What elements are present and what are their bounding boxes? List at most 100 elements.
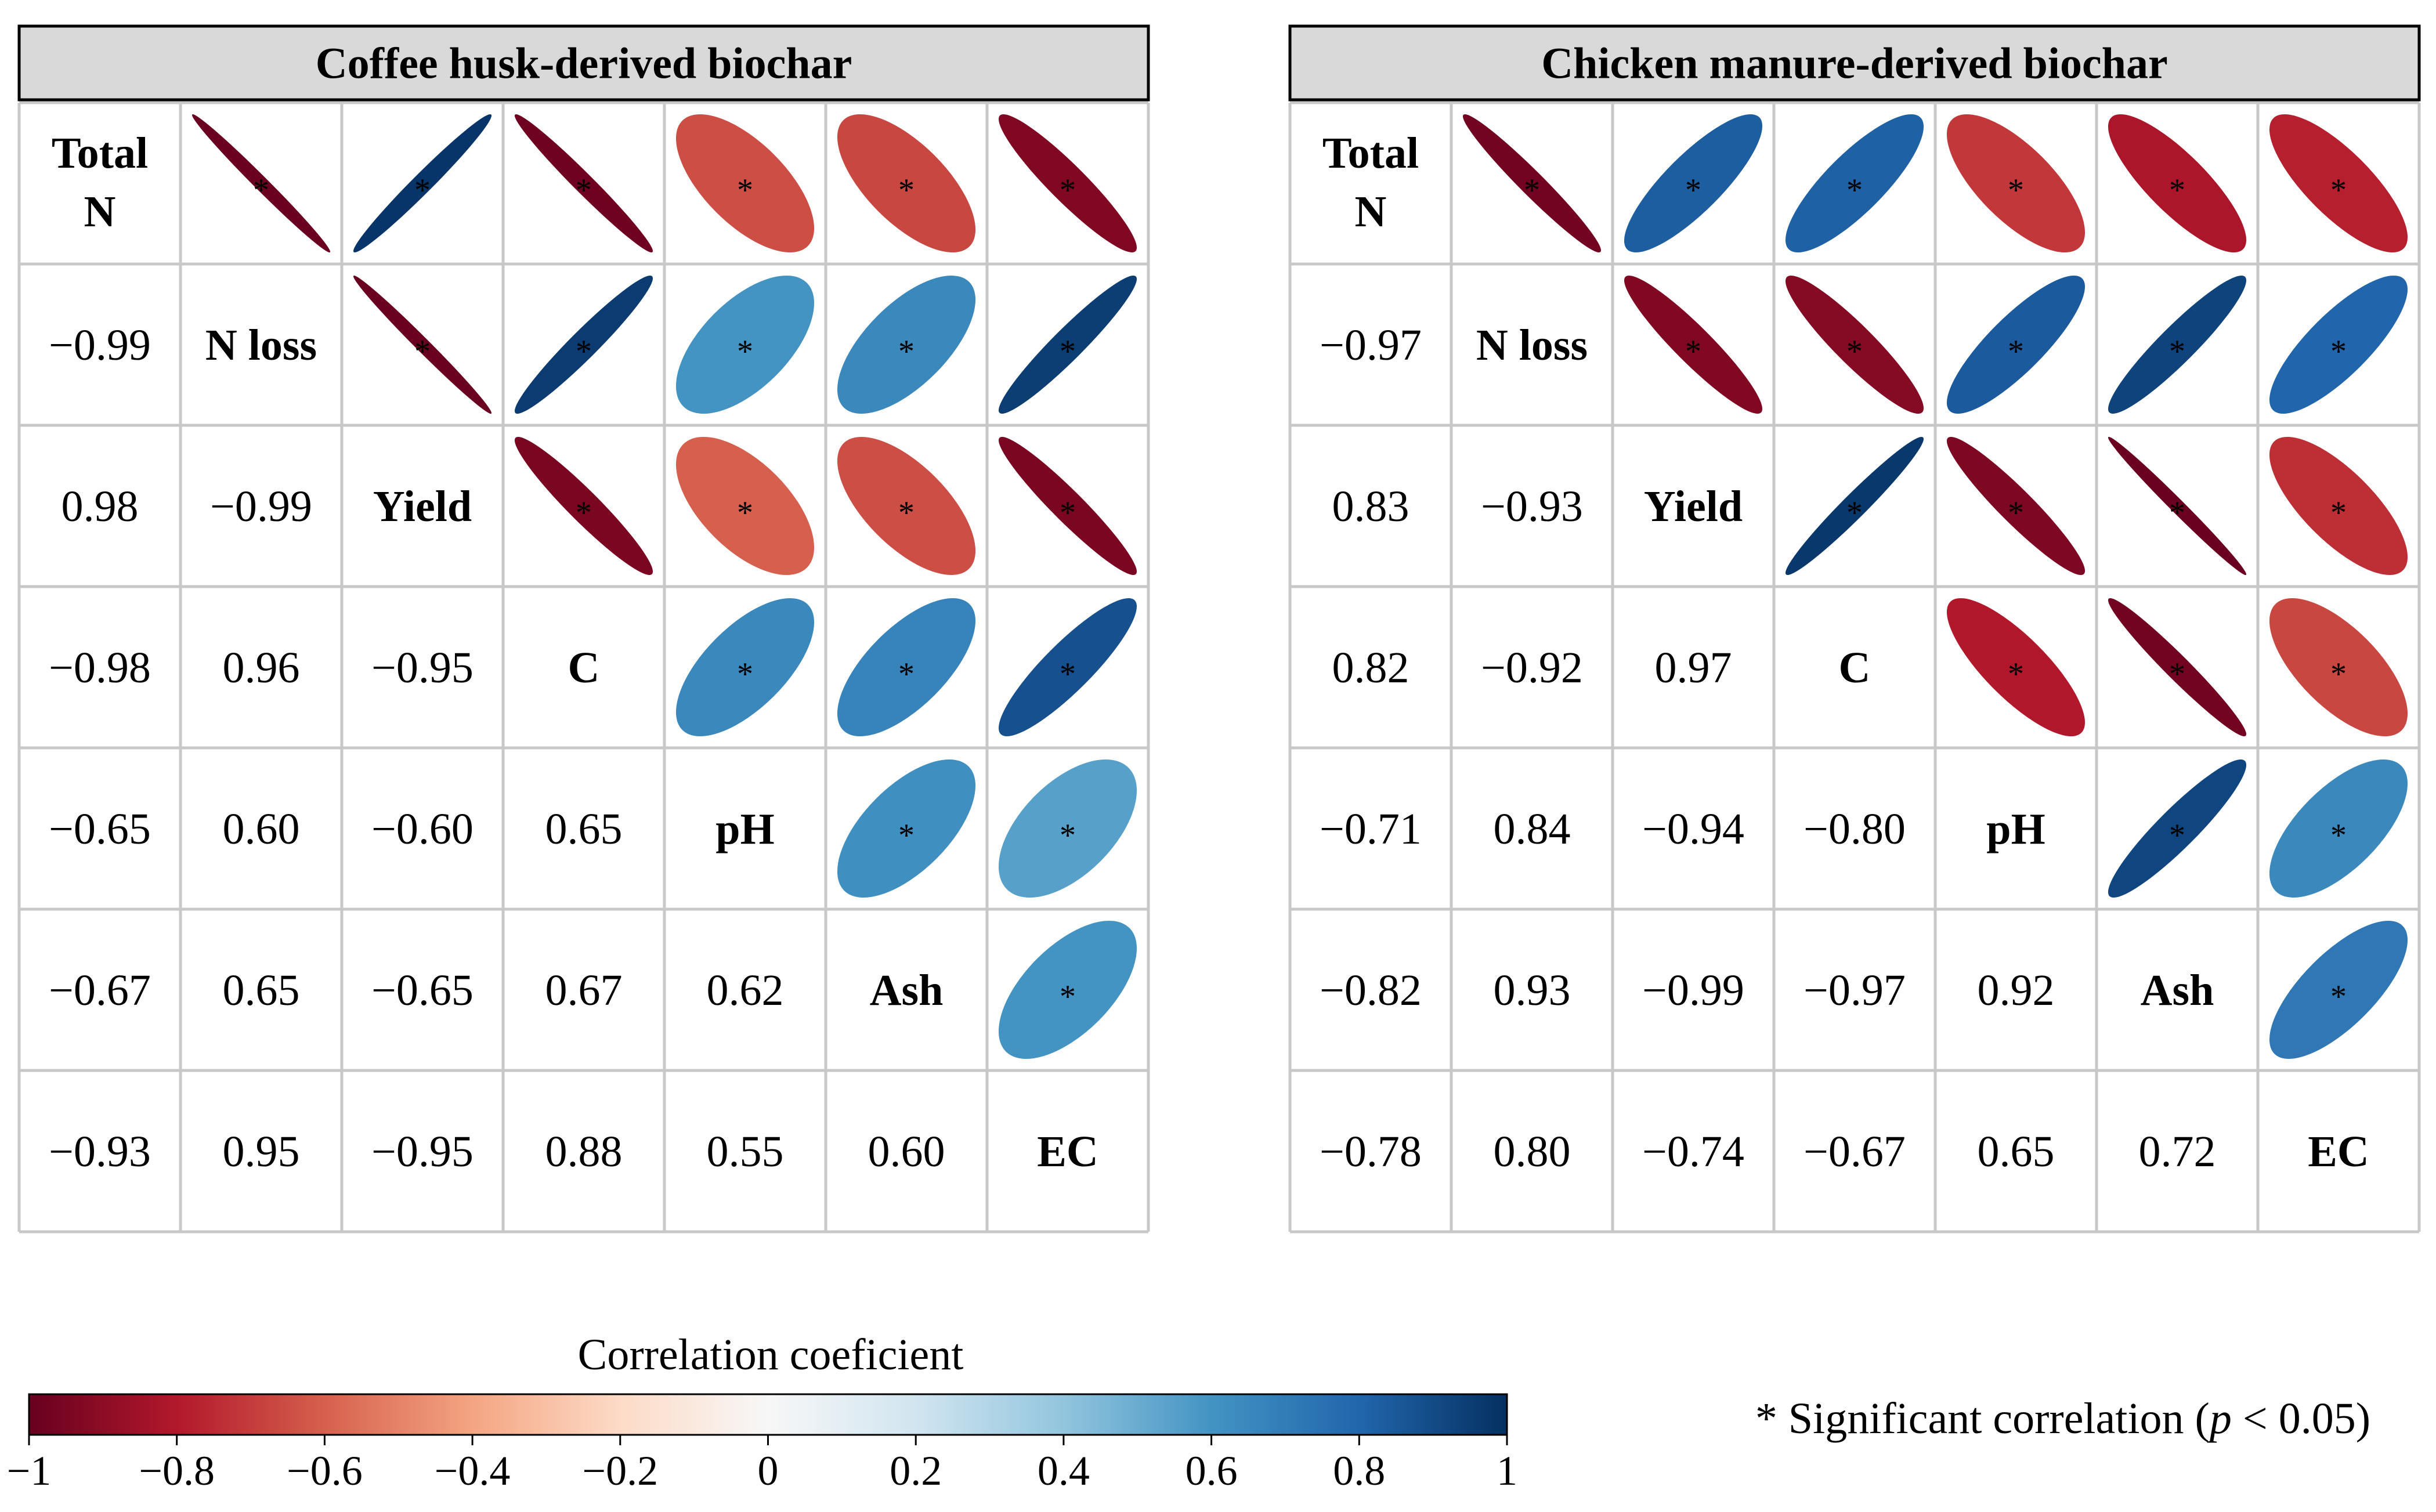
correlation-value: −0.93 xyxy=(49,1127,151,1176)
correlation-value: 0.62 xyxy=(707,966,784,1015)
correlation-ellipse xyxy=(837,759,976,898)
correlation-ellipse xyxy=(1785,114,1924,253)
variable-label: EC xyxy=(1037,1127,1098,1176)
legend-ticks: −1 −0.8 −0.6 −0.4 −0.2 0 0.2 0.4 0.6 0.8 1 xyxy=(7,1435,1517,1494)
correlation-value: 0.72 xyxy=(2139,1127,2216,1176)
significance-star: * xyxy=(2008,495,2024,531)
correlation-ellipse xyxy=(353,114,492,253)
correlation-value: −0.60 xyxy=(371,805,474,853)
note-p-symbol: p xyxy=(2207,1394,2232,1443)
significance-star: * xyxy=(898,334,915,370)
legend-tick-label: −0.6 xyxy=(287,1448,363,1494)
correlation-ellipse xyxy=(2269,920,2408,1059)
significance-star: * xyxy=(1685,172,1701,208)
significance-star: * xyxy=(253,172,269,208)
significance-star: * xyxy=(898,495,915,531)
significance-star: * xyxy=(737,172,753,208)
significance-note: * Significant correlation (p < 0.05) xyxy=(1755,1394,2370,1443)
correlation-value: −0.95 xyxy=(371,643,474,692)
significance-star: * xyxy=(2008,656,2024,692)
legend-tick-label: −0.4 xyxy=(435,1448,511,1494)
correlation-ellipse xyxy=(998,114,1137,253)
legend-tick-label: 0.4 xyxy=(1038,1448,1090,1494)
correlation-ellipse xyxy=(675,275,815,414)
correlation-ellipse xyxy=(2108,436,2247,576)
correlation-ellipse xyxy=(1462,114,1602,253)
significance-star: * xyxy=(737,656,753,692)
variable-label: Ash xyxy=(870,966,944,1015)
significance-star: * xyxy=(1685,334,1701,370)
correlation-value: 0.65 xyxy=(223,966,300,1015)
significance-star: * xyxy=(1524,172,1540,208)
panel-title: Coffee husk-derived biochar xyxy=(316,39,852,88)
correlation-value: 0.65 xyxy=(545,805,623,853)
correlation-ellipse xyxy=(1785,436,1924,576)
correlation-value: −0.74 xyxy=(1642,1127,1744,1176)
correlation-value: 0.83 xyxy=(1332,482,1409,531)
legend-tick-label: 0 xyxy=(758,1448,779,1494)
correlation-value: 0.95 xyxy=(223,1127,300,1176)
correlation-value: 0.96 xyxy=(223,643,300,692)
correlation-value: −0.92 xyxy=(1481,643,1583,692)
panel-header xyxy=(17,24,1150,102)
correlation-value: −0.98 xyxy=(49,643,151,692)
significance-star: * xyxy=(2169,495,2185,531)
significance-star: * xyxy=(1060,818,1076,853)
correlation-ellipse xyxy=(1946,436,2086,576)
correlation-ellipse xyxy=(1785,275,1924,414)
correlation-ellipse xyxy=(1946,598,2086,737)
correlation-panels: Coffee husk-derived biochar Total N * * * * * * −… xyxy=(17,24,2421,1234)
correlation-value: −0.99 xyxy=(210,482,312,531)
variable-label: pH xyxy=(715,805,774,853)
significance-star: * xyxy=(2330,172,2347,208)
correlation-ellipse xyxy=(1624,275,1763,414)
correlation-value: −0.65 xyxy=(49,805,151,853)
significance-star: * xyxy=(1846,172,1863,208)
significance-star: * xyxy=(898,656,915,692)
correlation-value: −0.97 xyxy=(1803,966,1906,1015)
correlation-value: −0.93 xyxy=(1481,482,1583,531)
significance-star: * xyxy=(2008,172,2024,208)
correlation-ellipse xyxy=(2269,759,2408,898)
significance-star: * xyxy=(576,334,592,370)
legend-tick-label: 0.6 xyxy=(1186,1448,1238,1494)
correlation-value: −0.67 xyxy=(1803,1127,1906,1176)
panel-header xyxy=(1288,24,2421,102)
correlation-value: 0.65 xyxy=(1978,1127,2055,1176)
significance-star: * xyxy=(1060,495,1076,531)
variable-label: N loss xyxy=(205,321,317,370)
correlation-ellipse xyxy=(2108,759,2247,898)
correlation-ellipse xyxy=(514,114,653,253)
correlation-value: −0.78 xyxy=(1320,1127,1422,1176)
correlation-ellipse xyxy=(837,436,976,576)
grid-lines xyxy=(17,101,1150,1234)
correlation-value: −0.99 xyxy=(1642,966,1744,1015)
variable-label: pH xyxy=(1986,805,2045,853)
significance-star: * xyxy=(898,172,915,208)
grid-lines xyxy=(1288,101,2421,1234)
correlation-value: −0.99 xyxy=(49,321,151,370)
legend-tick-label: −0.8 xyxy=(139,1448,215,1494)
correlation-value: 0.92 xyxy=(1978,966,2055,1015)
correlation-ellipse xyxy=(1946,275,2086,414)
significance-star: * xyxy=(1060,334,1076,370)
significance-star: * xyxy=(2169,334,2185,370)
correlation-value: −0.97 xyxy=(1320,321,1422,370)
correlation-value: 0.67 xyxy=(545,966,623,1015)
variable-label: C xyxy=(1839,643,1871,692)
significance-star: * xyxy=(1846,495,1863,531)
correlation-value: −0.67 xyxy=(49,966,151,1015)
color-legend: Correlation coeficient −1 −0.8 −0.6 −0.4 −0.… xyxy=(7,1330,1517,1494)
legend-tick-label: 0.2 xyxy=(890,1448,942,1494)
correlation-value: 0.97 xyxy=(1655,643,1732,692)
correlation-ellipse xyxy=(2108,275,2247,414)
correlation-panel-coffee-husk: Coffee husk-derived biochar Total N * * * * * * −… xyxy=(17,24,1150,1234)
correlation-ellipse xyxy=(998,598,1137,737)
correlation-value: 0.82 xyxy=(1332,643,1409,692)
correlation-ellipse xyxy=(353,275,492,414)
significance-star: * xyxy=(1846,334,1863,370)
correlation-ellipse xyxy=(675,114,815,253)
variable-label: Total N xyxy=(1322,129,1419,236)
significance-star: * xyxy=(414,172,431,208)
